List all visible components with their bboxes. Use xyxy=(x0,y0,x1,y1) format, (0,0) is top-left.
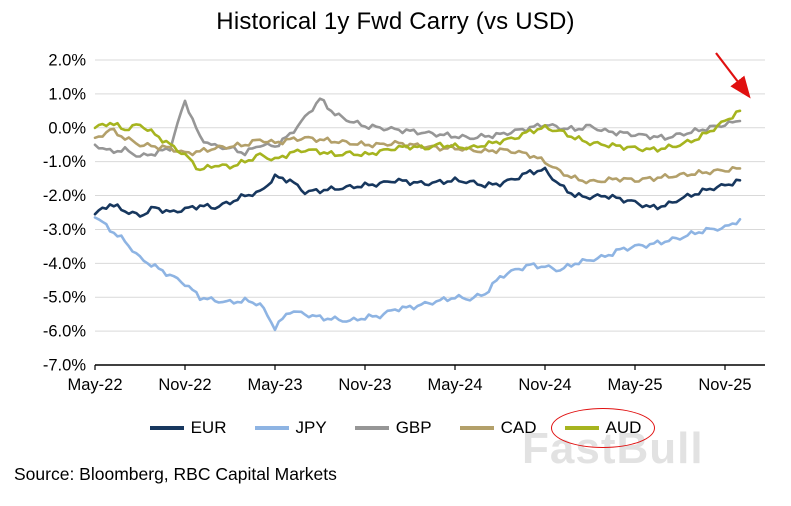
x-tick-label: May-22 xyxy=(67,376,122,394)
y-tick-label: -7.0% xyxy=(43,357,86,375)
y-tick-label: -4.0% xyxy=(43,255,86,273)
legend-label: CAD xyxy=(500,418,537,437)
gridlines xyxy=(95,59,765,366)
series-line-EUR xyxy=(93,166,742,218)
x-tick-label: May-23 xyxy=(247,376,302,394)
y-tick-label: 1.0% xyxy=(48,85,86,103)
legend-item-AUD: AUD xyxy=(550,408,656,448)
x-tick-label: Nov-24 xyxy=(518,376,571,394)
legend: EUR JPY GBP CAD AUD xyxy=(0,408,791,448)
x-tick-label: Nov-23 xyxy=(338,376,391,394)
legend-swatch-EUR xyxy=(149,426,184,430)
legend-item-CAD: CAD xyxy=(458,411,539,445)
legend-item-JPY: JPY xyxy=(253,411,329,445)
legend-label: GBP xyxy=(395,418,432,437)
legend-label: AUD xyxy=(605,418,642,437)
legend-item-GBP: GBP xyxy=(353,411,434,445)
legend-swatch-GBP xyxy=(354,426,389,430)
y-tick-label: -2.0% xyxy=(43,187,86,205)
y-tick-label: -6.0% xyxy=(43,323,86,341)
chart-title: Historical 1y Fwd Carry (vs USD) xyxy=(216,8,575,35)
series-lines xyxy=(93,97,742,332)
y-tick-label: -3.0% xyxy=(43,221,86,239)
legend-swatch-AUD xyxy=(564,426,599,430)
x-tick-label: Nov-25 xyxy=(698,376,751,394)
legend-item-EUR: EUR xyxy=(148,411,229,445)
source-note: Source: Bloomberg, RBC Capital Markets xyxy=(14,464,337,484)
series-line-JPY xyxy=(93,216,742,332)
legend-label: EUR xyxy=(190,418,227,437)
series-line-AUD xyxy=(93,109,742,172)
x-tick-label: May-25 xyxy=(607,376,662,394)
legend-label: JPY xyxy=(295,418,327,437)
series-line-CAD xyxy=(93,127,742,185)
annotation-arrow xyxy=(715,52,751,99)
y-tick-label: 0.0% xyxy=(48,119,86,137)
series-line-GBP xyxy=(93,97,742,158)
x-axis-labels: May-22 Nov-22 May-23 Nov-23 May-24 Nov-24 May-… xyxy=(67,365,752,394)
legend-swatch-JPY xyxy=(254,426,289,430)
legend-swatch-CAD xyxy=(459,426,494,430)
y-axis-labels: 2.0% 1.0% 0.0% -1.0% -2.0% -3.0% -4.0% -5.0% -6.… xyxy=(43,52,86,375)
y-tick-label: -1.0% xyxy=(43,153,86,171)
y-tick-label: -5.0% xyxy=(43,289,86,307)
y-tick-label: 2.0% xyxy=(48,52,86,70)
x-tick-label: May-24 xyxy=(427,376,482,394)
x-tick-label: Nov-22 xyxy=(158,376,211,394)
